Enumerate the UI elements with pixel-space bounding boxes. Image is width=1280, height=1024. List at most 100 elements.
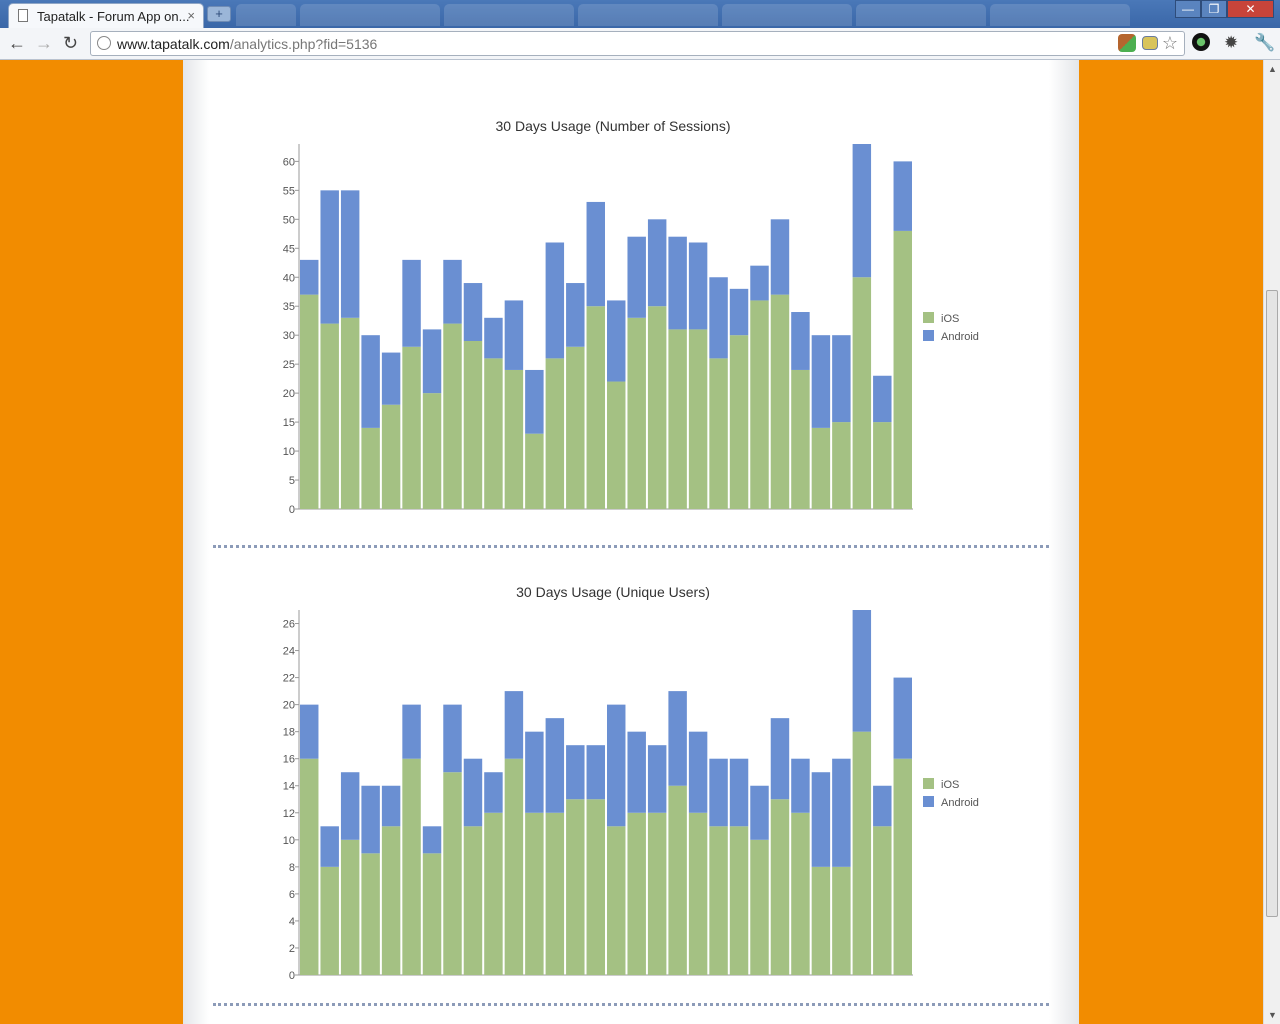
bar-ios xyxy=(545,812,565,975)
bar-ios xyxy=(627,812,646,975)
y-tick-label: 4 xyxy=(289,916,295,928)
wrench-icon[interactable]: 🔧 xyxy=(1254,33,1276,52)
bar-ios xyxy=(586,306,605,509)
background-tab[interactable] xyxy=(856,4,986,26)
bar-ios xyxy=(422,393,442,509)
bar-android xyxy=(586,745,605,800)
bar-ios xyxy=(852,277,872,509)
tab-tapatalk[interactable]: Tapatalk - Forum App on... × xyxy=(8,3,204,28)
bar-ios xyxy=(566,346,585,509)
bar-ios xyxy=(586,799,605,975)
bar-android xyxy=(791,312,810,370)
bar-ios xyxy=(422,853,442,975)
bar-ios xyxy=(750,300,769,509)
extension-icon[interactable] xyxy=(1118,34,1136,52)
bar-ios xyxy=(873,826,892,975)
y-tick-label: 15 xyxy=(283,417,295,429)
y-tick-label: 10 xyxy=(283,835,295,847)
new-tab-button[interactable]: + xyxy=(207,6,231,22)
y-tick-label: 20 xyxy=(283,388,295,400)
bookmark-star-icon[interactable]: ☆ xyxy=(1161,33,1178,53)
bar-ios xyxy=(545,358,565,509)
bar-ios xyxy=(770,799,790,975)
bar-android xyxy=(381,352,401,405)
bar-android xyxy=(668,236,687,330)
y-tick-label: 18 xyxy=(283,727,295,739)
bar-android xyxy=(300,704,319,759)
bar-android xyxy=(688,731,708,813)
bar-android xyxy=(647,219,667,307)
back-arrow-icon[interactable]: ← xyxy=(8,33,26,53)
maximize-button[interactable]: ❐ xyxy=(1201,0,1227,18)
background-tab[interactable] xyxy=(578,4,718,26)
extension-icon[interactable] xyxy=(1192,33,1210,51)
bar-android xyxy=(586,201,605,307)
bar-ios xyxy=(504,758,524,975)
bar-android xyxy=(504,691,524,759)
background-tab[interactable] xyxy=(444,4,574,26)
bar-ios xyxy=(647,812,667,975)
bar-ios xyxy=(811,427,831,509)
bar-android xyxy=(525,369,544,434)
y-tick-label: 12 xyxy=(283,808,295,820)
background-tab[interactable] xyxy=(300,4,440,26)
y-tick-label: 26 xyxy=(283,619,295,631)
bar-ios xyxy=(668,329,687,509)
bar-android xyxy=(566,283,585,347)
unique-users-chart: 30 Days Usage (Unique Users)024681012141… xyxy=(283,584,979,982)
background-tab[interactable] xyxy=(990,4,1130,26)
bar-ios xyxy=(566,799,585,975)
bar-android xyxy=(832,758,851,867)
y-tick-label: 30 xyxy=(283,330,295,342)
y-tick-label: 60 xyxy=(283,156,295,168)
bar-android xyxy=(688,242,708,330)
browser-toolbar: ← → ↻ www.tapatalk.com/analytics.php?fid… xyxy=(0,28,1280,60)
bar-android xyxy=(811,772,831,867)
y-tick-label: 24 xyxy=(283,646,295,658)
bar-android xyxy=(525,731,544,813)
minimize-button[interactable]: — xyxy=(1175,0,1201,18)
bar-android xyxy=(811,335,831,428)
legend-swatch xyxy=(923,796,934,807)
bar-android xyxy=(873,375,892,423)
bar-ios xyxy=(402,346,421,509)
tab-close-icon[interactable]: × xyxy=(187,8,195,23)
bar-android xyxy=(484,772,503,813)
reload-icon[interactable]: ↻ xyxy=(63,33,79,53)
bar-android xyxy=(647,745,667,813)
bar-android xyxy=(627,731,646,813)
y-tick-label: 16 xyxy=(283,754,295,766)
bar-ios xyxy=(791,369,810,509)
bar-ios xyxy=(300,294,319,509)
legend-swatch xyxy=(923,330,934,341)
bar-ios xyxy=(729,335,749,509)
background-tab[interactable] xyxy=(236,4,296,26)
bug-icon[interactable]: ✹ xyxy=(1224,33,1239,52)
bar-ios xyxy=(340,317,360,509)
bar-ios xyxy=(709,826,728,975)
bar-ios xyxy=(607,826,626,975)
forward-arrow-icon[interactable]: → xyxy=(35,33,53,53)
section-divider xyxy=(213,1003,1049,1006)
page-icon xyxy=(18,9,28,22)
close-window-button[interactable]: ✕ xyxy=(1227,0,1274,18)
vertical-scrollbar[interactable]: ▲ ▼ xyxy=(1263,60,1280,1024)
scroll-up-arrow-icon[interactable]: ▲ xyxy=(1268,64,1277,74)
bar-android xyxy=(320,826,339,867)
sessions-chart: 30 Days Usage (Number of Sessions) 0 5 10 15… xyxy=(283,118,979,516)
url-text: www.tapatalk.com/analytics.php?fid=5136 xyxy=(117,36,378,52)
scroll-down-arrow-icon[interactable]: ▼ xyxy=(1268,1010,1277,1020)
bar-android xyxy=(770,718,790,800)
address-bar[interactable]: www.tapatalk.com/analytics.php?fid=5136 … xyxy=(90,31,1185,56)
bar-ios xyxy=(463,826,483,975)
extension-icon[interactable] xyxy=(1142,36,1158,50)
bar-android xyxy=(627,236,646,318)
background-tab[interactable] xyxy=(722,4,852,26)
bar-ios xyxy=(381,404,401,509)
bar-ios xyxy=(709,358,728,509)
bar-ios xyxy=(443,772,462,975)
y-tick-label: 40 xyxy=(283,272,295,284)
bar-android xyxy=(852,610,872,732)
bar-android xyxy=(320,190,339,324)
scrollbar-thumb[interactable] xyxy=(1266,290,1278,917)
